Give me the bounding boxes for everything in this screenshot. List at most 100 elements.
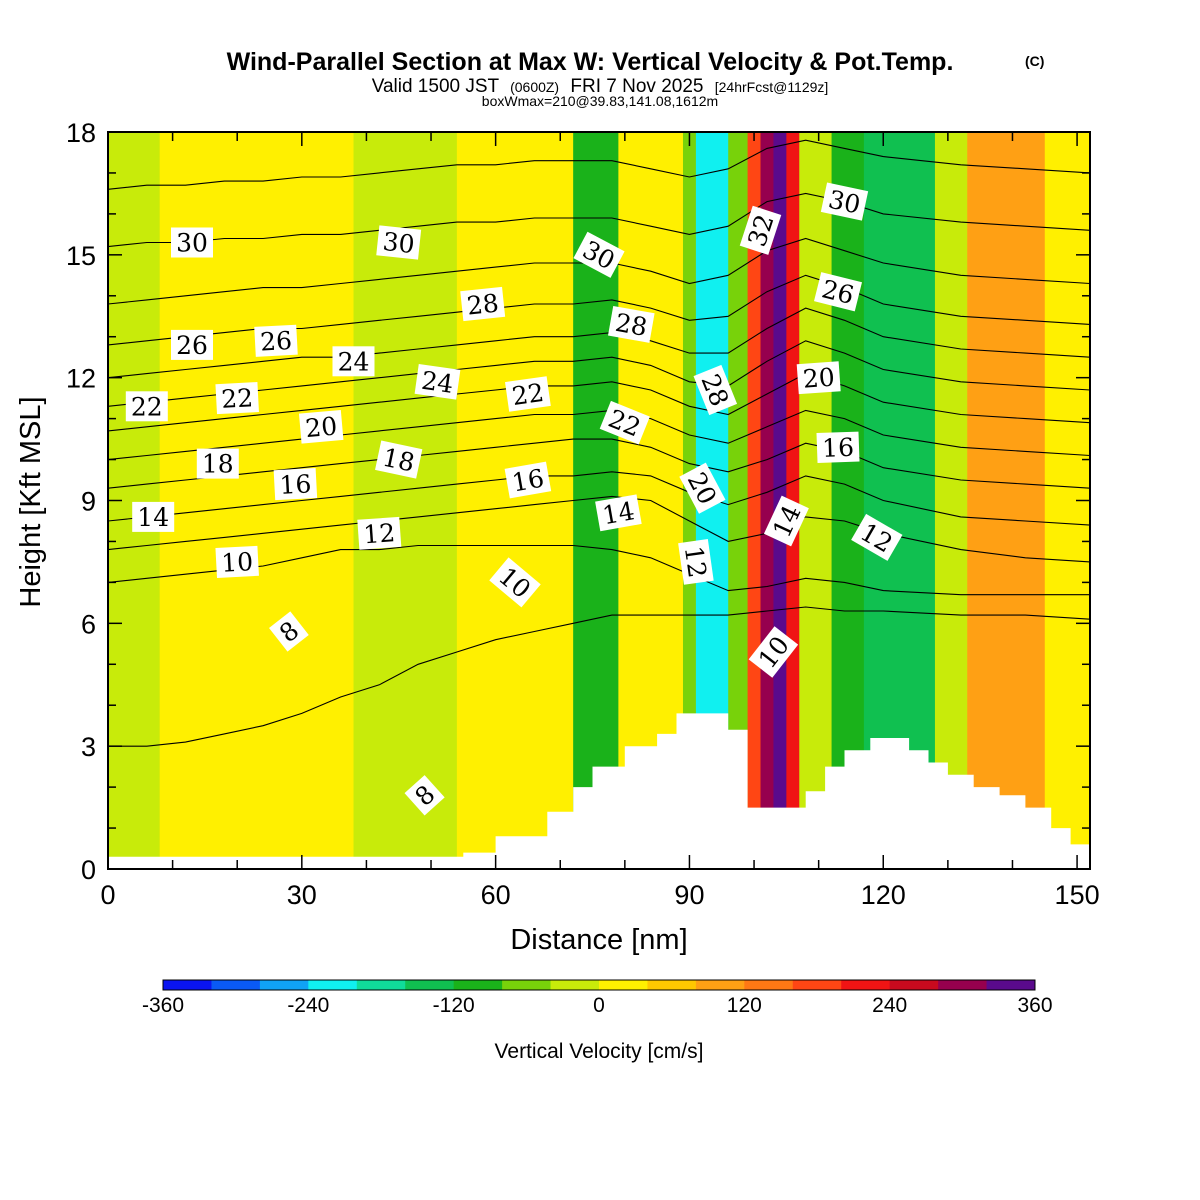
colorbar-label: Vertical Velocity [cm/s]: [495, 1040, 704, 1063]
contour-label-29: 12: [678, 539, 714, 585]
contour-label-text: 24: [420, 366, 456, 399]
contour-label-text: 16: [822, 433, 855, 463]
contour-label-4: 30: [820, 182, 869, 221]
contour-label-text: 16: [279, 469, 312, 500]
theta-contour-14: [108, 471, 1090, 526]
valid-prefix: Valid 1500 JST: [372, 76, 500, 97]
valid-time-line: Valid 1500 JST (0600Z) FRI 7 Nov 2025 [2…: [372, 76, 829, 97]
valid-utc: (0600Z): [510, 79, 559, 95]
contour-label-0: 30: [171, 227, 213, 258]
theta-contour-12: [108, 495, 1090, 563]
colorbar-tick-label: -120: [433, 994, 475, 1017]
contour-label-9: 26: [813, 272, 863, 312]
contour-label-7: 26: [171, 329, 213, 360]
colorbar-swatch-17: [986, 980, 1036, 990]
terrain-mask: [108, 713, 1090, 869]
y-tick-label: 9: [81, 487, 96, 517]
contour-label-19: 18: [196, 448, 239, 479]
colorbar-swatch-1: [211, 980, 261, 990]
contour-label-text: 14: [600, 496, 636, 530]
velocity-band-3: [263, 132, 355, 869]
colorbar-swatch-0: [163, 980, 212, 990]
y-tick-label: 18: [66, 118, 96, 148]
contour-label-text: 22: [221, 383, 254, 414]
contour-label-text: 30: [826, 185, 863, 220]
contour-label-text: 12: [362, 518, 396, 549]
colorbar-tick-label: 120: [727, 994, 762, 1017]
velocity-band-10: [728, 132, 749, 869]
contour-label-text: 12: [679, 544, 712, 580]
colorbar-swatch-13: [792, 980, 842, 990]
contour-label-text: 26: [259, 326, 292, 357]
contour-label-18: 20: [796, 361, 841, 395]
colorbar-tick-label: -360: [142, 994, 184, 1017]
valid-date: FRI 7 Nov 2025: [570, 76, 703, 97]
velocity-band-12: [760, 132, 775, 869]
x-tick-label: 30: [287, 880, 317, 910]
y-tick-label: 0: [81, 855, 96, 885]
colorbar-swatch-16: [938, 980, 988, 990]
velocity-band-8: [682, 132, 697, 869]
velocity-band-2: [224, 132, 264, 869]
theta-contour-20: [108, 373, 1090, 432]
contour-label-text: 28: [613, 308, 649, 342]
y-axis-ticks: 0 3 6 9 12 15 18: [66, 118, 1090, 885]
contour-label-text: 22: [131, 392, 163, 421]
colorbar-swatch-2: [259, 980, 309, 990]
colorbar-swatch-10: [647, 980, 697, 990]
colorbar-tick-label: 360: [1017, 994, 1052, 1017]
colorbar-swatch-5: [405, 980, 455, 990]
velocity-band-18: [934, 132, 968, 869]
colorbar-swatch-12: [744, 980, 794, 990]
contour-label-12: 22: [125, 391, 168, 422]
y-tick-label: 15: [66, 241, 96, 271]
contour-label-28: 12: [357, 516, 402, 550]
contour-label-6: 28: [608, 305, 655, 343]
contour-label-text: 30: [176, 229, 208, 258]
contour-label-text: 16: [510, 463, 546, 497]
contour-label-2: 30: [573, 231, 625, 278]
x-axis-ticks: 0 30 60 90 120 150: [100, 132, 1100, 910]
y-axis-label: Height [Kft MSL]: [15, 396, 47, 607]
x-tick-label: 60: [481, 880, 511, 910]
contour-label-13: 22: [215, 382, 259, 415]
contour-label-14: 22: [505, 376, 551, 412]
velocity-band-19: [967, 132, 1046, 869]
chart-title: Wind-Parallel Section at Max W: Vertical…: [227, 48, 954, 76]
contour-label-text: 24: [338, 347, 370, 376]
velocity-band-11: [747, 132, 762, 869]
colorbar-swatch-7: [502, 980, 552, 990]
colorbar-swatch-11: [695, 980, 745, 990]
colorbar-swatch-15: [889, 980, 939, 990]
y-tick-label: 3: [81, 732, 96, 762]
theta-contour-32: [108, 139, 1090, 190]
colorbar-swatch-6: [453, 980, 503, 990]
contour-label-23: 16: [816, 431, 860, 464]
velocity-band-15: [799, 132, 833, 869]
colorbar-tick-label: 0: [593, 994, 605, 1017]
contour-label-text: 10: [221, 547, 254, 578]
contour-label-22: 16: [504, 461, 552, 499]
contour-label-21: 16: [273, 468, 318, 501]
contour-label-5: 28: [460, 286, 506, 322]
contour-label-25: 14: [132, 501, 175, 532]
contour-label-1: 30: [376, 225, 422, 260]
contour-label-text: 30: [381, 227, 416, 259]
contour-label-text: 18: [380, 443, 417, 478]
colorbar-tick-label: -240: [287, 994, 329, 1017]
copyright-mark: (C): [1025, 53, 1044, 69]
x-axis-label: Distance [nm]: [510, 924, 687, 956]
theta-contour-18: [108, 409, 1090, 461]
contour-label-text: 18: [202, 450, 234, 479]
theta-contour-8: [108, 606, 1090, 747]
boxwmax-line: boxWmax=210@39.83,141.08,1612m: [482, 93, 718, 109]
contour-label-text: 20: [304, 411, 338, 443]
contour-label-text: 22: [510, 378, 546, 411]
contour-label-20: 18: [375, 440, 423, 479]
contour-label-17: 20: [298, 410, 344, 444]
contour-label-text: 20: [802, 363, 836, 394]
contour-label-text: 26: [176, 331, 208, 360]
velocity-band-5: [456, 132, 574, 869]
